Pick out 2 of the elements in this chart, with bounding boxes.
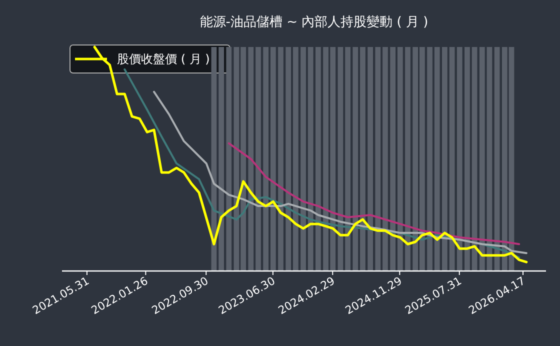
chart-title: 能源-油品儲槽 ~ 內部人持股變動 ( 月 ) [200,15,428,30]
legend-label: 股價收盤價 ( 月 ) [117,52,210,66]
